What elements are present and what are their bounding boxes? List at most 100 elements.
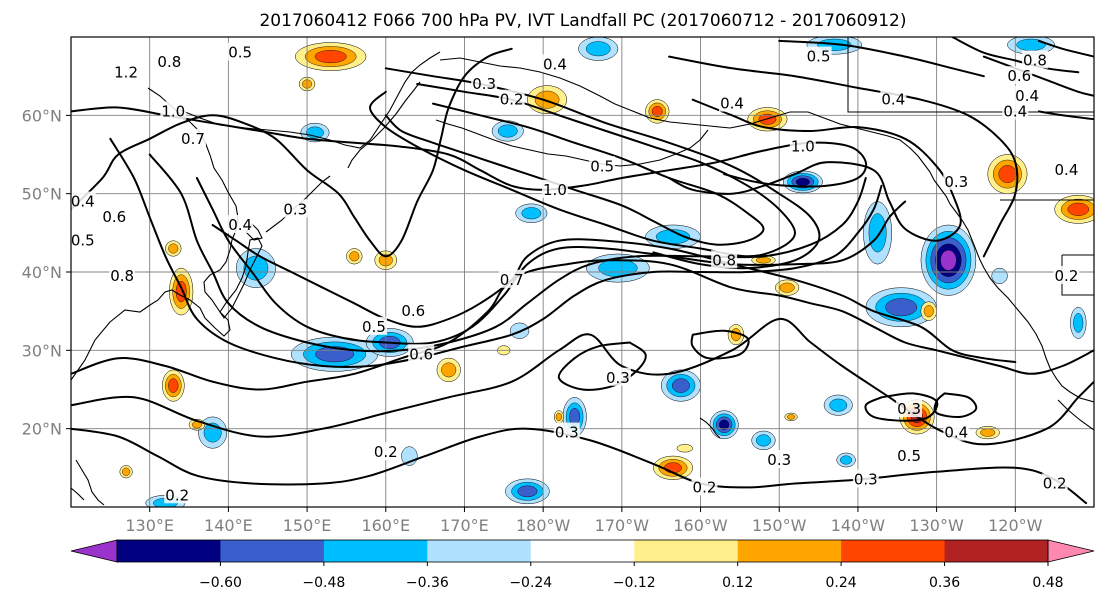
colorbar: −0.60 −0.48 −0.36 −0.24 −0.12 0.12 0.24 0.36 0.4… xyxy=(70,539,1095,591)
colorbar-extend-low xyxy=(70,539,118,563)
contour-label-bg xyxy=(691,477,718,496)
contour-label-bg xyxy=(1006,66,1033,85)
shaded-anomaly-7-level-2 xyxy=(885,298,918,317)
contour-label: 0.3 xyxy=(854,471,878,489)
coast-japan xyxy=(219,237,263,319)
map-body: 0.80.51.21.00.70.40.60.50.80.40.30.50.60… xyxy=(71,37,1094,507)
shaded-anomaly-43-level-1 xyxy=(441,362,457,378)
shaded-anomaly-37-level-2 xyxy=(998,165,1017,183)
pv-contour-20 xyxy=(557,341,647,391)
colorbar-bin xyxy=(427,540,532,562)
shaded-anomaly-53-level-0 xyxy=(676,444,693,453)
colorbar-tick-label: 0.12 xyxy=(722,575,753,591)
coast-kamchatka xyxy=(347,81,421,169)
contour-label: 0.4 xyxy=(543,55,567,73)
colorbar-bin xyxy=(530,540,635,562)
contour-label: 0.5 xyxy=(362,318,386,336)
contour-label-bg xyxy=(471,74,498,92)
coast-asia-east xyxy=(71,87,239,381)
contour-label-bg xyxy=(498,89,525,108)
contour-label-bg xyxy=(880,89,907,108)
contour-label-bg xyxy=(943,171,970,190)
shaded-anomaly-10-level-2 xyxy=(671,378,690,393)
contour-label: 1.0 xyxy=(161,102,185,120)
contour-label: 0.4 xyxy=(1015,87,1039,105)
shaded-anomaly-49-level-1 xyxy=(755,257,771,264)
pv-contour-9 xyxy=(384,102,765,246)
contour-label-bg xyxy=(360,316,387,335)
colorbar-bin xyxy=(323,540,428,562)
contour-label-bg xyxy=(282,199,309,218)
contour-label: 0.8 xyxy=(712,251,736,269)
shaded-anomaly-23-level-0 xyxy=(991,267,1008,284)
x-tick-label: 150°W xyxy=(752,516,807,535)
colorbar-tick-label: 0.36 xyxy=(929,575,960,591)
contour-label: 1.0 xyxy=(543,181,567,199)
x-tick-label: 170°E xyxy=(440,516,489,535)
contour-label-bg xyxy=(227,42,254,61)
contour-label: 0.4 xyxy=(228,216,252,234)
contour-label-bg xyxy=(805,46,832,65)
shaded-anomaly-12-level-3 xyxy=(719,419,730,430)
contour-label: 0.6 xyxy=(102,208,126,226)
shaded-anomaly-6-level-4 xyxy=(940,249,957,271)
pv-contour-19 xyxy=(690,329,750,360)
contour-label: 0.4 xyxy=(1055,161,1079,179)
shaded-anomaly-15-level-2 xyxy=(517,485,538,498)
shaded-anomaly-40-level-2 xyxy=(664,462,682,474)
x-tick-label: 150°E xyxy=(283,516,332,535)
pv-contour-14 xyxy=(778,39,985,78)
contour-label: 0.2 xyxy=(1043,475,1067,493)
contour-label-bg xyxy=(71,230,96,249)
colorbar-extend-high xyxy=(1047,539,1095,563)
contour-label-bg xyxy=(164,485,191,504)
x-tick-label: 140°W xyxy=(831,516,886,535)
colorbar-tick-label: −0.24 xyxy=(509,575,552,591)
colorbar-tick-label: 0.24 xyxy=(826,575,857,591)
contour-label-bg xyxy=(1021,50,1048,69)
x-tick-label: 170°W xyxy=(595,516,650,535)
x-tick-label: 180°W xyxy=(516,516,571,535)
colorbar-bin xyxy=(944,540,1049,562)
pv-contour-8 xyxy=(71,106,868,191)
contour-label-bg xyxy=(541,179,568,198)
shaded-anomaly-30-level-2 xyxy=(175,280,187,303)
pv-contour-2 xyxy=(71,47,513,258)
shaded-anomaly-50-level-1 xyxy=(555,412,562,422)
pv-contour-7 xyxy=(109,137,883,368)
contour-label-bg xyxy=(1053,160,1080,179)
contour-label-bg xyxy=(71,191,96,210)
contour-label: 0.7 xyxy=(500,271,524,289)
contour-label-bg xyxy=(1014,85,1041,104)
pv-contour-18 xyxy=(1037,110,1094,121)
contour-label: 0.5 xyxy=(807,48,831,66)
contour-label: 0.4 xyxy=(720,95,744,113)
y-tick-label: 30°N xyxy=(22,341,62,360)
y-tick-label: 40°N xyxy=(22,263,62,282)
pv-contour-21 xyxy=(864,392,939,422)
y-tick-label: 20°N xyxy=(22,420,62,439)
contour-label-bg xyxy=(156,52,183,71)
contour-label-bg xyxy=(589,156,616,175)
x-tick-label: 160°E xyxy=(361,516,410,535)
contour-label-bg xyxy=(179,128,206,147)
contour-label: 0.3 xyxy=(897,400,921,418)
pv-contour-15 xyxy=(982,55,1094,97)
shaded-anomaly-31-level-1 xyxy=(168,243,179,254)
contour-label: 0.5 xyxy=(590,157,614,175)
shading-layer xyxy=(119,37,1094,507)
colorbar-tick-label: −0.36 xyxy=(406,575,449,591)
contour-label-bg xyxy=(789,136,816,155)
x-axis-ticks: 130°E 140°E 150°E 160°E 170°E 180°W 170°W 160°W… xyxy=(125,507,1043,535)
contour-label: 0.3 xyxy=(555,424,579,442)
y-axis-ticks: 60°N 50°N 40°N 30°N 20°N xyxy=(22,106,71,439)
contour-label-bg xyxy=(109,265,136,284)
coast-hawaii xyxy=(699,417,721,439)
contour-label: 0.2 xyxy=(1055,267,1079,285)
contour-label: 0.6 xyxy=(409,345,433,363)
coast-alaska xyxy=(439,57,1094,403)
shaded-anomaly-3-level-1 xyxy=(521,207,542,220)
contour-label: 1.0 xyxy=(791,138,815,156)
contour-label: 0.3 xyxy=(767,451,791,469)
contour-label-bg xyxy=(1053,265,1080,284)
